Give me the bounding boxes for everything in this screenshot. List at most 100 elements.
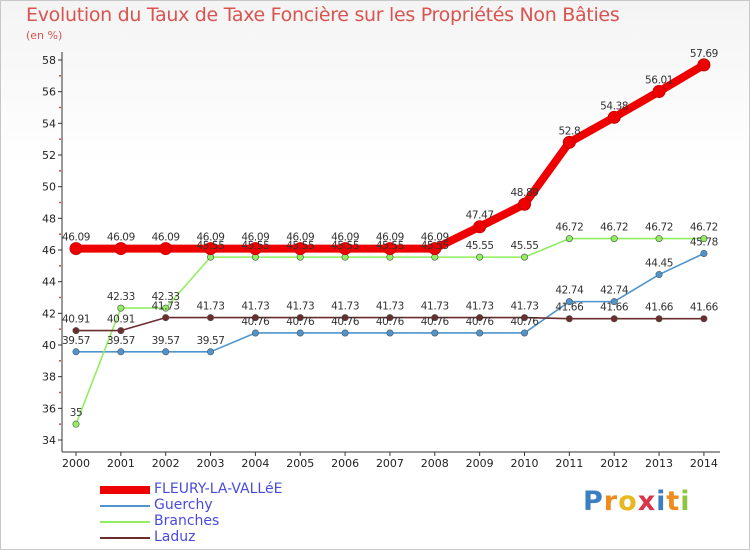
- series-point-1: [341, 329, 349, 337]
- y-tick-label: 34: [42, 434, 56, 447]
- series-point-1: [72, 348, 80, 356]
- y-tick-label: 42: [42, 307, 56, 320]
- y-axis-unit: (en %): [26, 29, 63, 42]
- data-label-1: 39.57: [152, 335, 180, 347]
- series-point-0: [697, 58, 711, 72]
- series-point-3: [476, 314, 484, 322]
- y-minor-tick: [59, 138, 61, 141]
- data-label-2: 45.55: [376, 240, 404, 252]
- y-minor-tick: [59, 359, 61, 362]
- data-label-0: 54.38: [600, 100, 628, 112]
- series-point-3: [72, 327, 80, 335]
- y-minor-tick: [59, 106, 61, 109]
- series-point-1: [476, 329, 484, 337]
- data-label-3: 41.73: [152, 301, 180, 313]
- data-label-3: 40.91: [62, 314, 90, 326]
- series-point-3: [162, 314, 170, 322]
- y-tick-label: 52: [42, 149, 56, 162]
- data-label-0: 48.89: [510, 187, 538, 199]
- legend-item: Guerchy: [100, 497, 360, 514]
- data-label-3: 41.66: [600, 302, 629, 314]
- series-point-2: [72, 420, 80, 428]
- y-tick-label: 44: [42, 276, 56, 289]
- y-tick-label: 50: [42, 181, 56, 194]
- legend-label: Guerchy: [154, 497, 213, 513]
- data-label-1: 39.57: [62, 335, 90, 347]
- series-point-1: [565, 298, 573, 306]
- series-point-1: [655, 271, 663, 279]
- data-label-3: 41.73: [286, 301, 314, 313]
- series-point-0: [428, 242, 442, 256]
- series-point-3: [700, 315, 708, 323]
- data-label-0: 46.09: [241, 232, 269, 244]
- data-label-2: 45.55: [241, 240, 269, 252]
- brand-letter: i: [680, 486, 691, 517]
- y-tick-label: 40: [42, 339, 56, 352]
- brand-letter: t: [666, 486, 681, 517]
- data-label-3: 41.73: [197, 301, 225, 313]
- data-label-1: 40.76: [466, 316, 495, 328]
- series-point-2: [655, 235, 663, 243]
- x-tick-label: 2010: [511, 457, 539, 470]
- data-label-0: 56.01: [645, 75, 673, 87]
- series-point-1: [700, 249, 708, 257]
- data-label-1: 44.45: [645, 258, 673, 270]
- data-label-2: 45.55: [510, 240, 538, 252]
- series-point-3: [386, 314, 394, 322]
- y-minor-tick: [59, 169, 61, 172]
- data-label-1: 40.76: [510, 316, 539, 328]
- data-label-1: 42.74: [555, 285, 584, 297]
- x-tick-label: 2014: [690, 457, 718, 470]
- series-point-1: [117, 348, 125, 356]
- legend-swatch: [100, 537, 150, 539]
- data-label-0: 46.09: [331, 232, 359, 244]
- x-tick-label: 2012: [600, 457, 628, 470]
- series-point-3: [655, 315, 663, 323]
- series-point-3: [520, 314, 528, 322]
- data-label-2: 46.72: [645, 222, 673, 234]
- data-label-3: 41.73: [241, 301, 269, 313]
- data-label-1: 40.76: [331, 316, 360, 328]
- data-label-2: 42.33: [107, 291, 135, 303]
- brand-letter: r: [603, 486, 619, 517]
- data-label-2: 45.55: [421, 240, 449, 252]
- y-minor-tick: [59, 391, 61, 394]
- data-label-2: 45.55: [331, 240, 359, 252]
- legend-label: FLEURY-LA-VALLéE: [154, 481, 283, 497]
- chart-title: Evolution du Taux de Taxe Foncière sur l…: [26, 4, 620, 26]
- data-label-0: 46.09: [62, 232, 90, 244]
- x-tick-label: 2008: [421, 457, 449, 470]
- y-minor-tick: [59, 328, 61, 331]
- data-label-3: 41.73: [421, 301, 449, 313]
- legend-swatch: [100, 486, 150, 494]
- data-label-2: 45.55: [286, 240, 314, 252]
- data-label-0: 46.09: [197, 232, 225, 244]
- series-point-0: [248, 242, 262, 256]
- data-label-2: 35: [70, 407, 83, 419]
- x-tick-label: 2009: [466, 457, 494, 470]
- series-point-2: [565, 235, 573, 243]
- series-point-0: [652, 85, 666, 99]
- data-label-3: 41.66: [645, 302, 674, 314]
- data-label-2: 46.72: [690, 222, 718, 234]
- series-point-2: [476, 253, 484, 261]
- series-point-3: [117, 327, 125, 335]
- series-point-1: [296, 329, 304, 337]
- x-tick-label: 2002: [152, 457, 180, 470]
- series-point-3: [610, 315, 618, 323]
- x-tick-label: 2000: [62, 457, 90, 470]
- series-point-0: [607, 110, 621, 124]
- series-point-3: [251, 314, 259, 322]
- y-tick-label: 48: [42, 212, 56, 225]
- data-label-3: 41.73: [331, 301, 359, 313]
- series-point-0: [473, 220, 487, 234]
- y-minor-tick: [59, 74, 61, 77]
- legend-swatch: [100, 521, 150, 523]
- data-label-0: 46.09: [421, 232, 449, 244]
- series-point-0: [293, 242, 307, 256]
- series-point-0: [204, 242, 218, 256]
- legend-label: Laduz: [154, 529, 196, 545]
- y-tick-label: 54: [42, 117, 56, 130]
- series-point-1: [207, 348, 215, 356]
